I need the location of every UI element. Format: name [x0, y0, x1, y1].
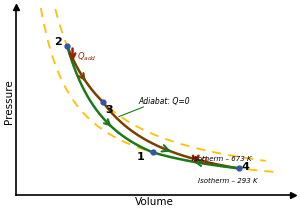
Y-axis label: Pressure: Pressure	[4, 79, 14, 124]
Text: $Q_{add}$: $Q_{add}$	[76, 51, 96, 63]
Text: Isotherm – 293 K: Isotherm – 293 K	[198, 178, 257, 184]
Text: 4: 4	[242, 162, 249, 172]
Text: 3: 3	[105, 105, 113, 115]
Text: $Q_{re}$: $Q_{re}$	[200, 156, 214, 168]
Text: Isotherm – 673 K: Isotherm – 673 K	[192, 156, 252, 162]
Text: Adiabat: Q=0: Adiabat: Q=0	[138, 97, 190, 106]
Text: 1: 1	[136, 152, 144, 162]
X-axis label: Volume: Volume	[135, 197, 174, 207]
Text: 2: 2	[54, 37, 61, 47]
